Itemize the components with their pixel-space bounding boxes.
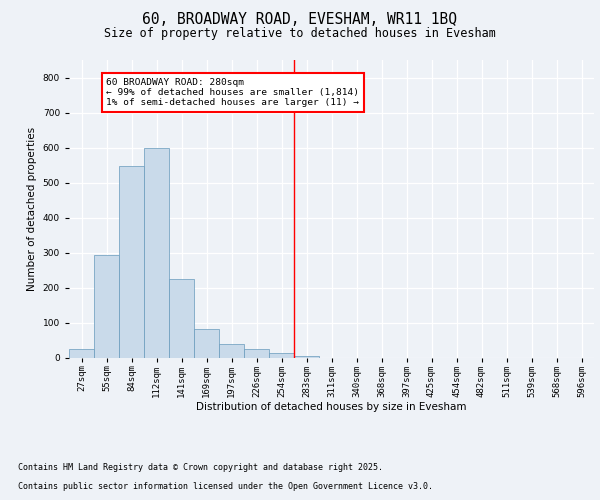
Bar — [119, 166, 144, 358]
Y-axis label: Number of detached properties: Number of detached properties — [27, 126, 37, 291]
Text: 60 BROADWAY ROAD: 280sqm
← 99% of detached houses are smaller (1,814)
1% of semi: 60 BROADWAY ROAD: 280sqm ← 99% of detach… — [107, 78, 359, 108]
X-axis label: Distribution of detached houses by size in Evesham: Distribution of detached houses by size … — [196, 402, 467, 412]
Bar — [269, 354, 294, 358]
Bar — [169, 279, 194, 357]
Text: Contains public sector information licensed under the Open Government Licence v3: Contains public sector information licen… — [18, 482, 433, 491]
Bar — [244, 349, 269, 358]
Text: Size of property relative to detached houses in Evesham: Size of property relative to detached ho… — [104, 28, 496, 40]
Bar — [294, 356, 319, 358]
Text: 60, BROADWAY ROAD, EVESHAM, WR11 1BQ: 60, BROADWAY ROAD, EVESHAM, WR11 1BQ — [143, 12, 458, 28]
Text: Contains HM Land Registry data © Crown copyright and database right 2025.: Contains HM Land Registry data © Crown c… — [18, 464, 383, 472]
Bar — [94, 255, 119, 358]
Bar — [69, 349, 94, 358]
Bar — [194, 329, 219, 358]
Bar — [144, 148, 169, 358]
Bar — [219, 344, 244, 357]
